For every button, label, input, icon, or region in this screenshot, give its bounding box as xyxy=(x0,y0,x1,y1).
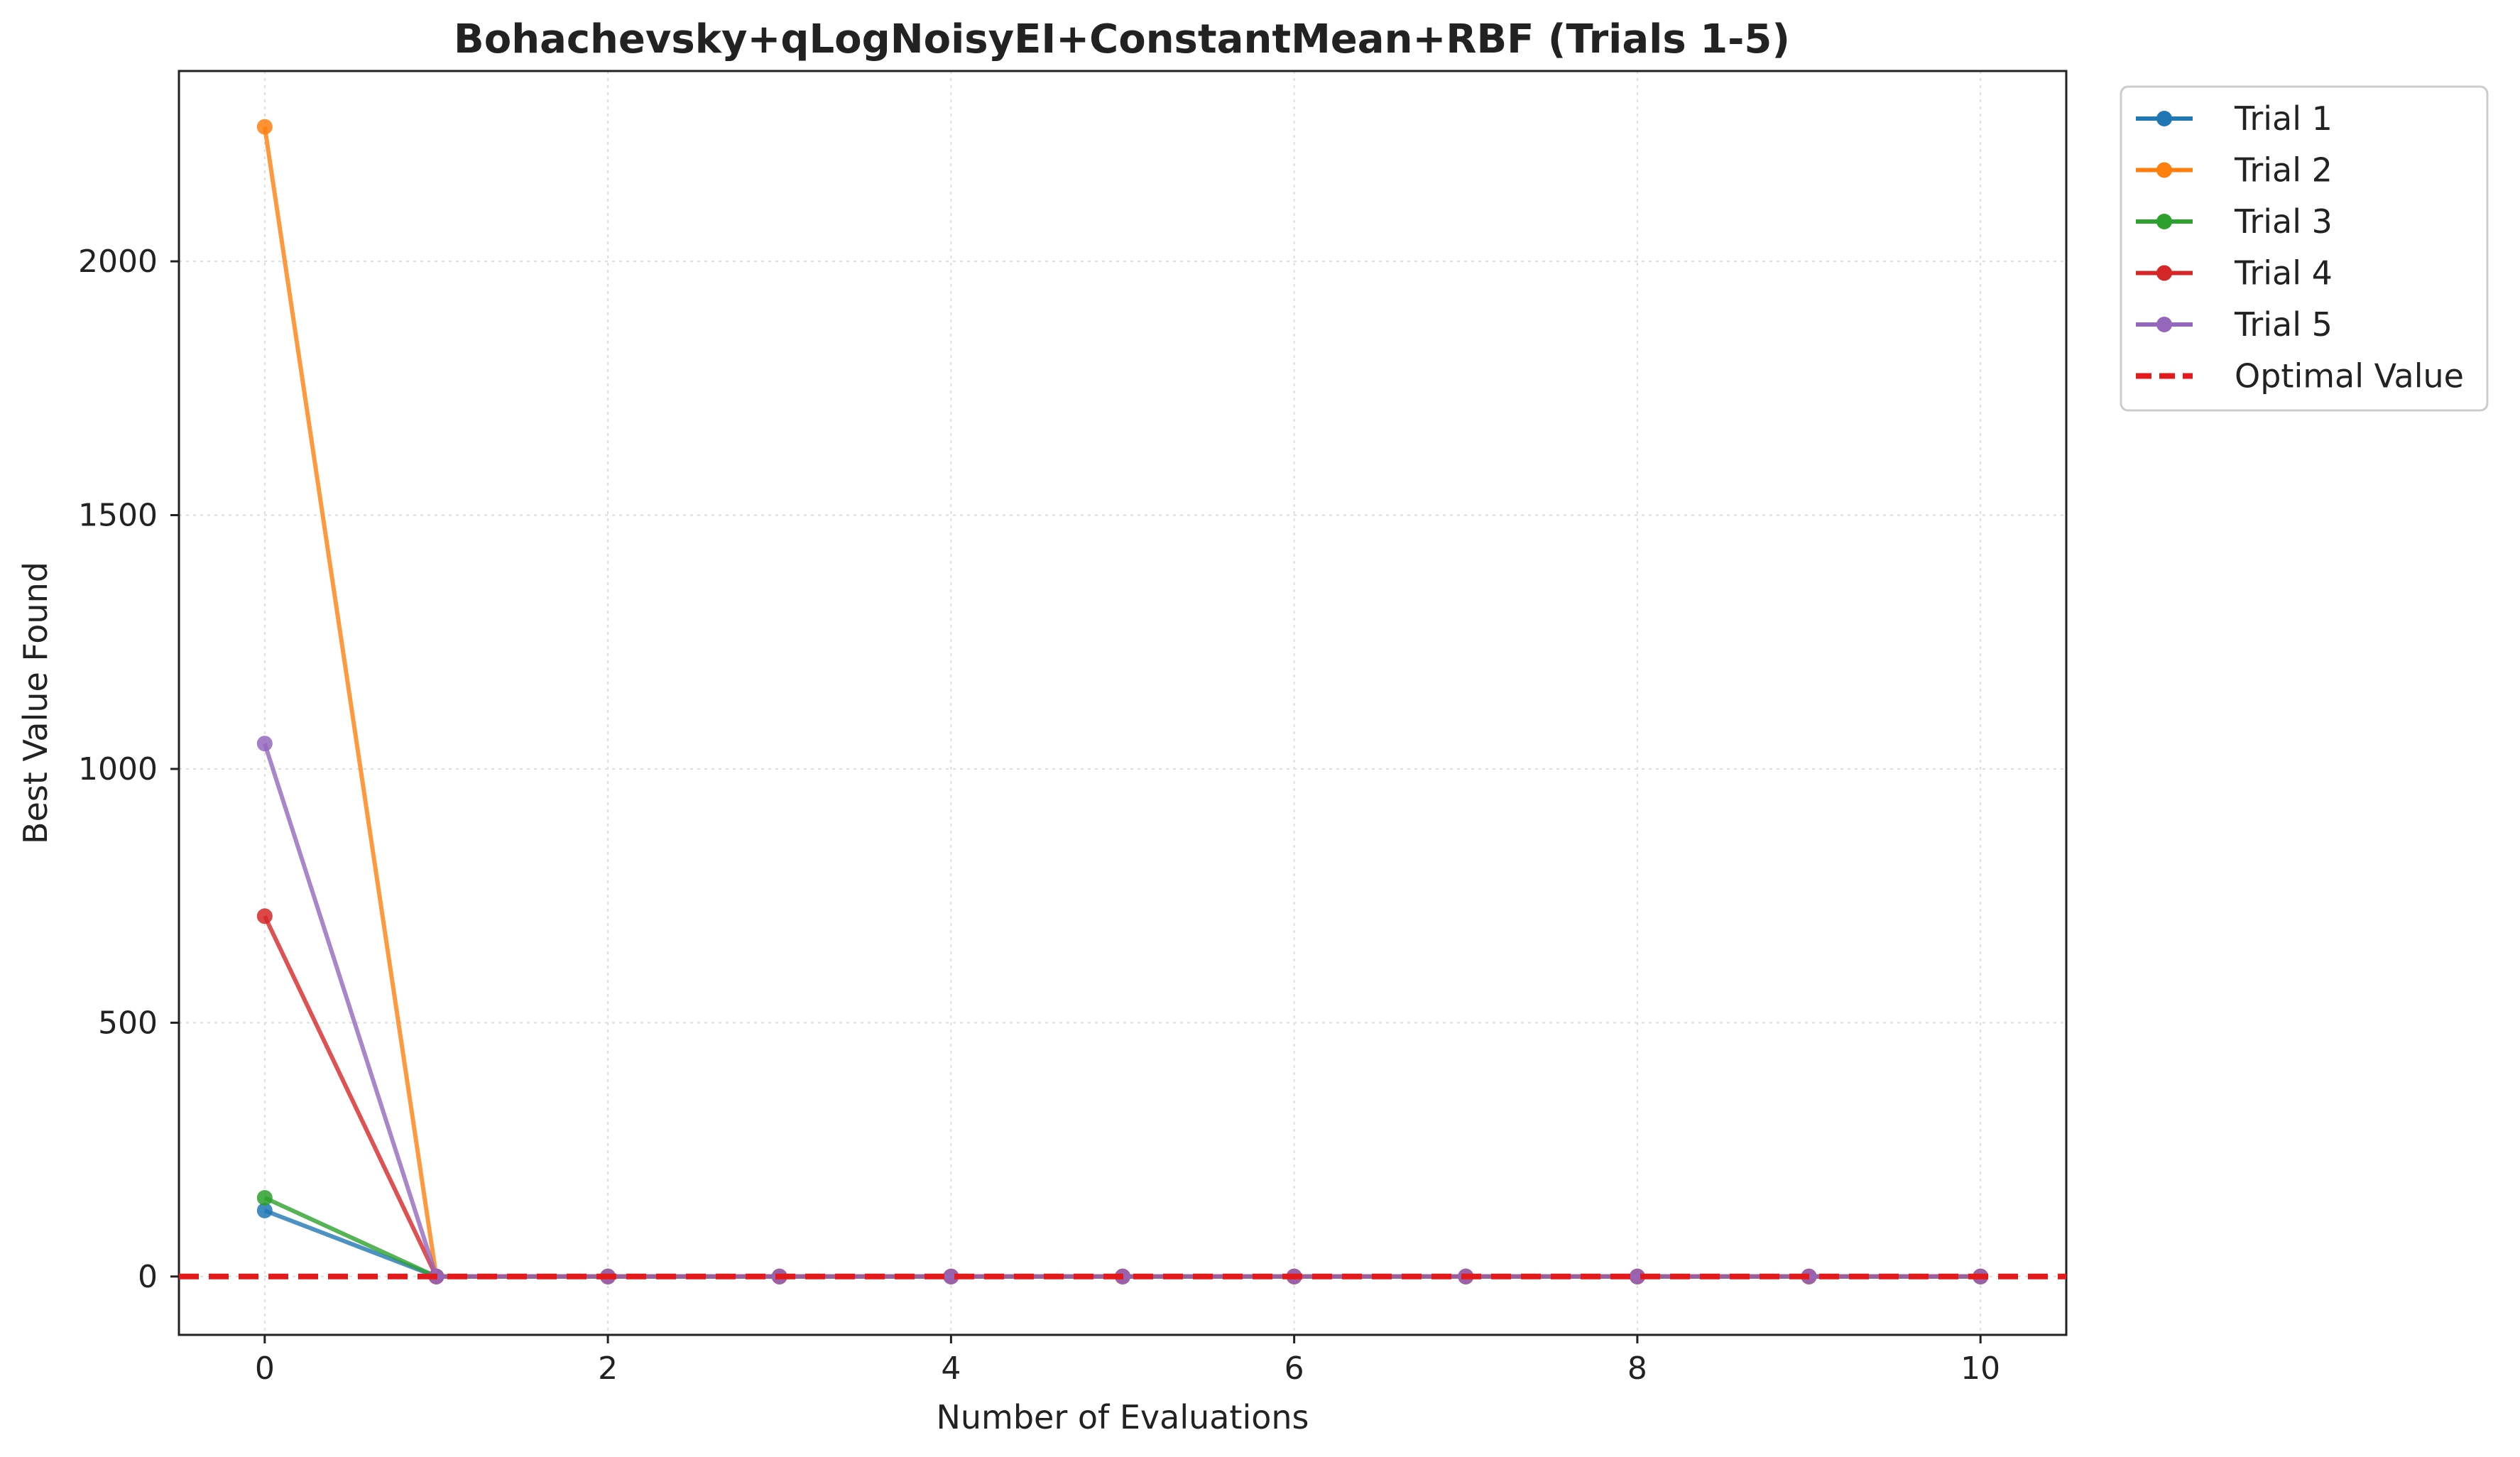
series-line-trial-5 xyxy=(262,743,1981,1279)
legend-label-trial-1: Trial 1 xyxy=(2234,99,2333,138)
data-point-trial-5 xyxy=(943,1268,959,1284)
x-axis-label: Number of Evaluations xyxy=(936,1398,1309,1436)
y-tick-label: 0 xyxy=(138,1259,158,1295)
plot-area-frame xyxy=(178,70,2068,1336)
data-point-trial-5 xyxy=(256,736,273,752)
legend-label-trial-2: Trial 2 xyxy=(2234,151,2333,190)
y-tick-label: 1000 xyxy=(78,751,158,787)
legend-label-optimal-value: Optimal Value xyxy=(2235,357,2464,395)
x-tick-label: 4 xyxy=(941,1350,961,1387)
legend-marker-trial-5 xyxy=(2156,317,2172,332)
x-tick-label: 10 xyxy=(1960,1350,2000,1387)
legend-marker-trial-1 xyxy=(2156,111,2172,126)
series-line-trial-4 xyxy=(263,915,1981,1279)
legend-label-trial-3: Trial 3 xyxy=(2234,202,2333,241)
legend-marker-trial-3 xyxy=(2156,214,2172,229)
legend-box xyxy=(2120,85,2489,412)
legend: Trial 1 Trial 2 Trial 3 Trial 4 Trial 5 Optim… xyxy=(2120,85,2489,412)
y-tick-label: 2000 xyxy=(78,244,158,280)
data-point-trial-1 xyxy=(256,1202,273,1218)
series-line-trial-1 xyxy=(263,1208,1981,1279)
grid-lines xyxy=(179,71,2066,1335)
data-point-trial-5 xyxy=(1629,1268,1645,1284)
x-axis-ticks: 0 2 4 6 8 10 xyxy=(255,1335,2000,1387)
x-tick-label: 2 xyxy=(598,1350,618,1387)
x-tick-label: 0 xyxy=(255,1350,275,1387)
series-lines xyxy=(256,119,1989,1284)
series-line-trial-2 xyxy=(262,126,1981,1279)
y-tick-label: 500 xyxy=(98,1005,158,1041)
legend-label-trial-4: Trial 4 xyxy=(2234,254,2333,293)
data-point-trial-3 xyxy=(256,1189,273,1206)
y-axis-label: Best Value Found xyxy=(16,562,55,844)
legend-marker-trial-4 xyxy=(2156,265,2172,281)
chart-title: Bohachevsky+qLogNoisyEI+ConstantMean+RBF… xyxy=(454,16,1790,62)
legend-marker-trial-2 xyxy=(2156,162,2172,178)
x-tick-label: 8 xyxy=(1627,1350,1647,1387)
y-tick-label: 1500 xyxy=(78,498,158,534)
data-point-trial-2 xyxy=(256,119,273,135)
x-tick-label: 6 xyxy=(1284,1350,1304,1387)
y-axis-ticks: 0 500 1000 1500 2000 xyxy=(78,244,179,1295)
legend-label-trial-5: Trial 5 xyxy=(2234,305,2333,344)
data-point-trial-4 xyxy=(256,908,273,924)
series-line-trial-3 xyxy=(263,1196,1981,1279)
